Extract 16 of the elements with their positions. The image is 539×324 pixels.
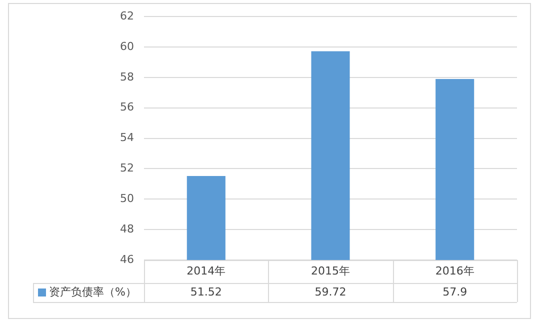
y-tick-label: 46: [120, 252, 134, 266]
y-tick-label: 52: [120, 162, 134, 175]
y-tick-label: 48: [120, 222, 134, 236]
y-tick-label: 62: [120, 9, 134, 22]
y-tick-label: 60: [120, 40, 134, 53]
legend-label: 资产负债率（%）: [49, 285, 136, 298]
y-tick-label: 56: [120, 100, 134, 114]
y-tick-label: 50: [120, 192, 134, 206]
x-tick-label: 2015年: [311, 264, 350, 278]
x-tick-label: 2016年: [435, 264, 474, 278]
data-label: 51.52: [190, 285, 222, 298]
data-label: 57.9: [442, 285, 468, 298]
y-tick-label: 54: [120, 131, 134, 144]
data-label: 59.72: [314, 285, 346, 298]
y-tick-label: 58: [120, 70, 134, 84]
x-tick-label: 2014年: [186, 264, 226, 278]
